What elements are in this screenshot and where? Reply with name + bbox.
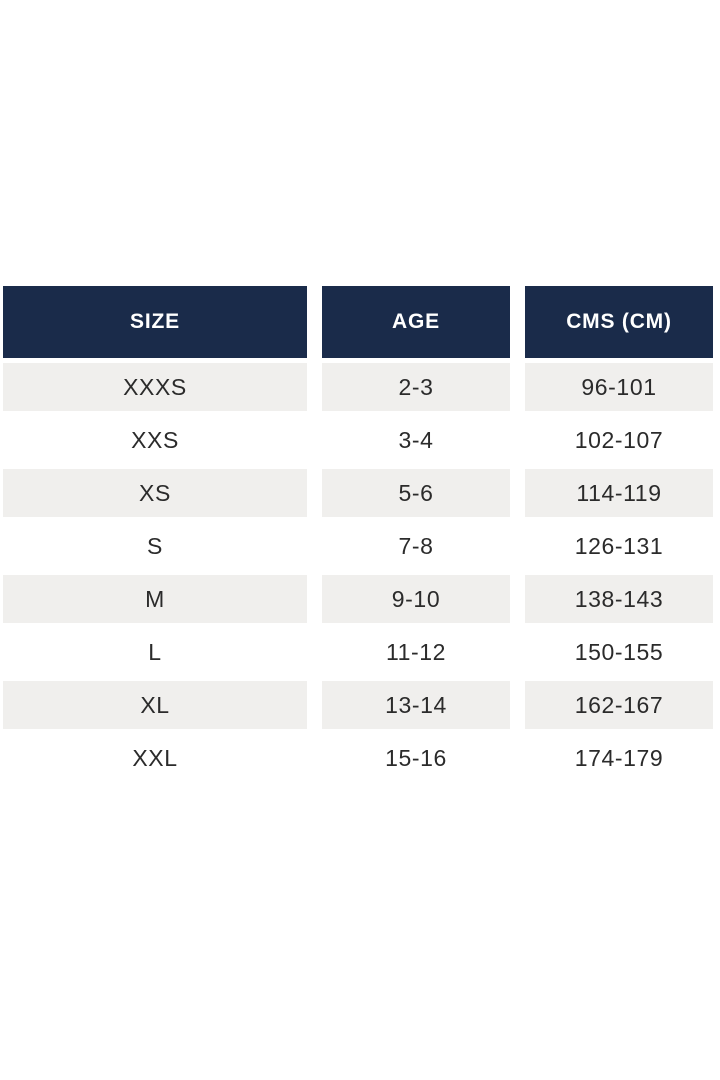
size-chart-table: SIZE AGE CMS (CM) XXXS 2-3 96-101 XXS 3-…	[3, 286, 713, 782]
cell-cms: 96-101	[525, 363, 713, 411]
column-header-size: SIZE	[3, 286, 307, 358]
cell-cms: 150-155	[525, 628, 713, 676]
cell-size: L	[3, 628, 307, 676]
cell-cms: 138-143	[525, 575, 713, 623]
cell-size: XS	[3, 469, 307, 517]
cell-age: 15-16	[322, 734, 510, 782]
column-header-cms: CMS (CM)	[525, 286, 713, 358]
cell-age: 3-4	[322, 416, 510, 464]
cell-size: XL	[3, 681, 307, 729]
cell-size: S	[3, 522, 307, 570]
cell-cms: 102-107	[525, 416, 713, 464]
cell-size: XXXS	[3, 363, 307, 411]
cell-age: 9-10	[322, 575, 510, 623]
cell-cms: 126-131	[525, 522, 713, 570]
cell-size: XXL	[3, 734, 307, 782]
cell-size: M	[3, 575, 307, 623]
cell-age: 5-6	[322, 469, 510, 517]
cell-age: 13-14	[322, 681, 510, 729]
cell-size: XXS	[3, 416, 307, 464]
cell-cms: 162-167	[525, 681, 713, 729]
cell-cms: 174-179	[525, 734, 713, 782]
cell-age: 7-8	[322, 522, 510, 570]
cell-cms: 114-119	[525, 469, 713, 517]
column-header-age: AGE	[322, 286, 510, 358]
cell-age: 11-12	[322, 628, 510, 676]
cell-age: 2-3	[322, 363, 510, 411]
